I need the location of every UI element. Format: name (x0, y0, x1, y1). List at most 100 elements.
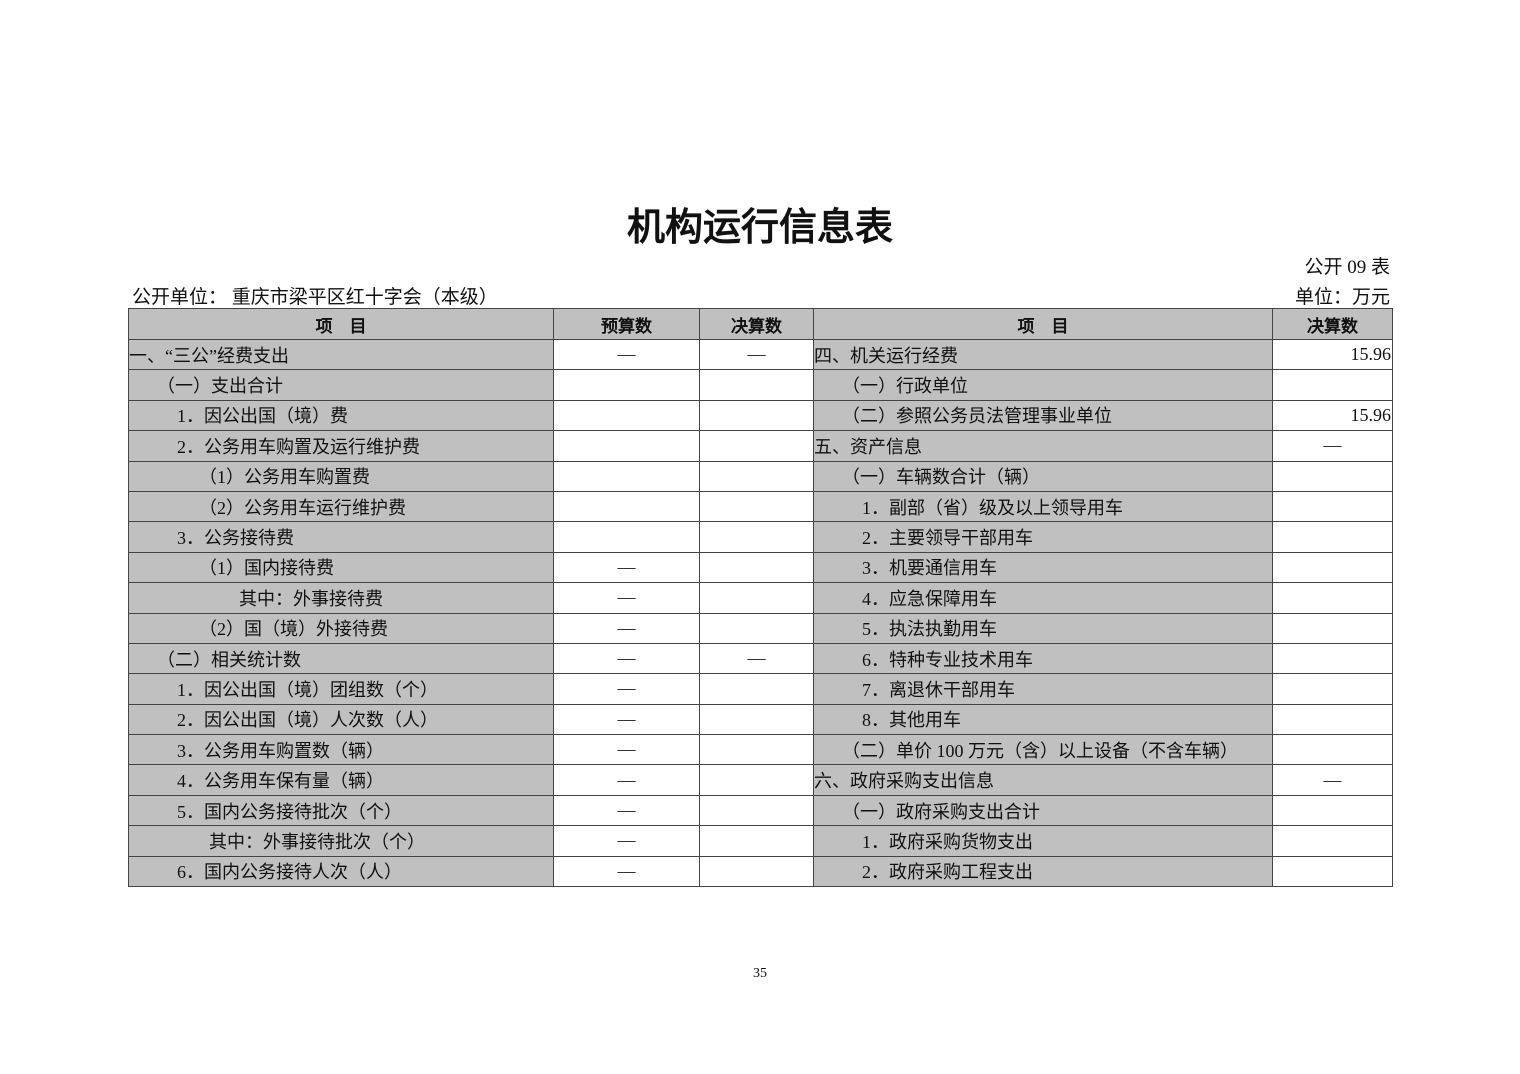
right-item-label: 8．其他用车 (813, 703, 1273, 736)
table-row: 一、“三公”经费支出 — — 四、机关运行经费 15.96 (128, 338, 1393, 371)
budget-value: — (553, 703, 700, 736)
disclosing-unit: 公开单位： 重庆市梁平区红十字会（本级） (132, 287, 498, 308)
right-item-label: 五、资产信息 (813, 430, 1273, 462)
budget-value: — (553, 734, 700, 766)
right-item-label: 六、政府采购支出信息 (813, 764, 1273, 796)
right-item-label: （一）车辆数合计（辆） (813, 460, 1273, 492)
right-item-label: 7．离退休干部用车 (813, 673, 1273, 705)
table-row: （一）支出合计 （一）行政单位 (128, 369, 1393, 401)
header-budget: 预算数 (553, 308, 700, 340)
final-value-right (1272, 612, 1393, 644)
final-value-right (1272, 855, 1393, 888)
final-value-right (1272, 703, 1393, 736)
page-number: 35 (753, 966, 767, 981)
budget-value (553, 490, 700, 523)
budget-value (553, 430, 700, 462)
budget-value: — (553, 642, 700, 675)
left-item-label: 4．公务用车保有量（辆） (128, 764, 554, 796)
budget-value: — (553, 764, 700, 796)
final-value-left: — (699, 642, 814, 675)
page-title: 机构运行信息表 (626, 205, 893, 249)
table-code: 公开 09 表 (1304, 257, 1390, 278)
final-value-left (699, 369, 814, 401)
final-value-left (699, 673, 814, 705)
right-item-label: 4．应急保障用车 (813, 582, 1273, 614)
budget-value: — (553, 338, 700, 371)
final-value-left (699, 855, 814, 888)
right-item-label: （二）单价 100 万元（含）以上设备（不含车辆） (813, 734, 1273, 766)
final-value-left (699, 430, 814, 462)
header-final-right: 决算数 (1272, 308, 1393, 340)
budget-value: — (553, 825, 700, 857)
final-value-left (699, 582, 814, 614)
table-row: 6．国内公务接待人次（人） — 2．政府采购工程支出 (128, 855, 1393, 888)
table-row: （二）相关统计数 — —6．特种专业技术用车 (128, 642, 1393, 675)
final-value-left (699, 764, 814, 796)
budget-value: — (553, 612, 700, 644)
left-item-label: （二）相关统计数 (128, 642, 554, 675)
header-final-left: 决算数 (699, 308, 814, 340)
budget-value (553, 399, 700, 432)
budget-value (553, 460, 700, 492)
final-value-left (699, 794, 814, 827)
left-item-label: 其中：外事接待费 (128, 582, 554, 614)
left-item-label: （2）国（境）外接待费 (128, 612, 554, 644)
left-item-label: 3．公务接待费 (128, 521, 554, 553)
right-item-label: 四、机关运行经费 (813, 338, 1273, 371)
budget-value: — (553, 673, 700, 705)
left-item-label: 2．公务用车购置及运行维护费 (128, 430, 554, 462)
left-item-label: （一）支出合计 (128, 369, 554, 401)
header-item-right: 项 目 (813, 308, 1273, 340)
right-item-label: 2．主要领导干部用车 (813, 521, 1273, 553)
left-item-label: 2．因公出国（境）人次数（人） (128, 703, 554, 736)
budget-value: — (553, 794, 700, 827)
right-item-label: （二）参照公务员法管理事业单位 (813, 399, 1273, 432)
budget-value: — (553, 551, 700, 584)
right-item-label: 5．执法执勤用车 (813, 612, 1273, 644)
table-header-row: 项 目 预算数 决算数 项 目 决算数 (128, 308, 1393, 340)
operation-info-table: 项 目 预算数 决算数 项 目 决算数 一、“三公”经费支出 — — 四、机关运行经费… (128, 308, 1393, 888)
left-item-label: （2）公务用车运行维护费 (128, 490, 554, 523)
budget-value: — (553, 582, 700, 614)
table-row: （2）公务用车运行维护费 1．副部（省）级及以上领导用车 (128, 490, 1393, 523)
right-item-label: 3．机要通信用车 (813, 551, 1273, 584)
final-value-left (699, 460, 814, 492)
header-item-left: 项 目 (128, 308, 554, 340)
final-value-left (699, 703, 814, 736)
final-value-right (1272, 369, 1393, 401)
left-item-label: （1）国内接待费 (128, 551, 554, 584)
currency-unit: 单位：万元 (1294, 287, 1390, 308)
final-value-right (1272, 673, 1393, 705)
budget-value (553, 521, 700, 553)
left-item-label: （1）公务用车购置费 (128, 460, 554, 492)
table-row: 其中：外事接待费 — 4．应急保障用车 (128, 582, 1393, 614)
right-item-label: （一）政府采购支出合计 (813, 794, 1273, 827)
table-row: （1）国内接待费 — 3．机要通信用车 (128, 551, 1393, 584)
budget-value (553, 369, 700, 401)
final-value-right (1272, 642, 1393, 675)
final-value-right (1272, 794, 1393, 827)
table-row: （1）公务用车购置费 （一）车辆数合计（辆） (128, 460, 1393, 492)
table-row: 1．因公出国（境）费 （二）参照公务员法管理事业单位 15.96 (128, 399, 1393, 432)
left-item-label: 一、“三公”经费支出 (128, 338, 554, 371)
left-item-label: 6．国内公务接待人次（人） (128, 855, 554, 888)
final-value-left (699, 734, 814, 766)
table-row: 2．因公出国（境）人次数（人） — 8．其他用车 (128, 703, 1393, 736)
left-item-label: 1．因公出国（境）费 (128, 399, 554, 432)
final-value-right: — (1272, 430, 1393, 462)
final-value-left (699, 551, 814, 584)
table-row: 4．公务用车保有量（辆） — 六、政府采购支出信息 — (128, 764, 1393, 796)
right-item-label: 6．特种专业技术用车 (813, 642, 1273, 675)
table-row: 5．国内公务接待批次（个） — （一）政府采购支出合计 (128, 794, 1393, 827)
final-value-right (1272, 825, 1393, 857)
final-value-right (1272, 490, 1393, 523)
table-row: 其中：外事接待批次（个） — 1．政府采购货物支出 (128, 825, 1393, 857)
table-row: 3．公务用车购置数（辆） — （二）单价 100 万元（含）以上设备（不含车辆） (128, 734, 1393, 766)
right-item-label: 2．政府采购工程支出 (813, 855, 1273, 888)
final-value-left (699, 399, 814, 432)
table-row: 3．公务接待费 2．主要领导干部用车 (128, 521, 1393, 553)
final-value-left (699, 521, 814, 553)
final-value-right (1272, 551, 1393, 584)
final-value-right (1272, 734, 1393, 766)
right-item-label: 1．政府采购货物支出 (813, 825, 1273, 857)
